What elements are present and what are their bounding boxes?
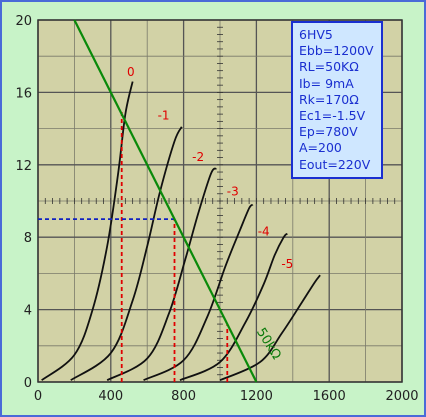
x-tick-label: 1200 — [240, 389, 273, 404]
info-line-rk: Rk=170Ω — [299, 91, 359, 107]
curve-label: -2 — [192, 150, 204, 164]
x-tick-label: 400 — [98, 389, 123, 404]
curve-label: -5 — [281, 257, 293, 271]
plate-curve--2 — [106, 167, 217, 381]
info-line-ib: Ib= 9mA — [299, 75, 354, 91]
info-line-ebb: Ebb=1200V — [299, 43, 374, 59]
y-tick-label: 0 — [24, 376, 32, 391]
curve-label: -3 — [227, 185, 239, 199]
x-tick-label: 800 — [171, 389, 196, 404]
y-tick-label: 12 — [15, 159, 32, 174]
axes — [37, 19, 403, 383]
info-line-eout: Eout=220V — [299, 156, 371, 172]
x-tick-label: 0 — [34, 389, 42, 404]
x-tick-label: 1600 — [313, 389, 346, 404]
operating-point-markers — [38, 110, 229, 382]
curve-label: -1 — [158, 109, 170, 123]
y-tick-label: 4 — [24, 304, 32, 319]
plate-curve--4 — [179, 232, 288, 382]
load-line — [73, 19, 258, 383]
plate-curve--5 — [219, 274, 321, 382]
tube-parameters-box: 6HV5 Ebb=1200V RL=50KΩ Ib= 9mA Rk=170Ω E… — [291, 21, 383, 179]
y-tick-label: 20 — [15, 14, 32, 29]
plate-curves — [41, 81, 321, 382]
plot-border — [37, 19, 403, 383]
y-tick-label: 16 — [15, 86, 32, 101]
plate-curve--1 — [70, 126, 183, 381]
plate-curve--3 — [143, 203, 254, 382]
info-line-tube: 6HV5 — [299, 27, 333, 42]
info-line-ep: Ep=780V — [299, 124, 358, 140]
curve-label: 0 — [127, 65, 135, 79]
x-tick-label: 2000 — [385, 389, 418, 404]
info-line-ec1: Ec1=-1.5V — [299, 108, 366, 124]
y-tick-label: 8 — [24, 231, 32, 246]
ticks: 0 400 800 1200 1600 2000 0 4 8 12 16 20 — [15, 14, 418, 404]
info-line-rl: RL=50KΩ — [299, 59, 359, 75]
info-line-a: A=200 — [299, 140, 342, 156]
curve-label: -4 — [258, 224, 270, 238]
load-line-group — [73, 19, 258, 383]
plate-curve-0 — [41, 81, 134, 381]
